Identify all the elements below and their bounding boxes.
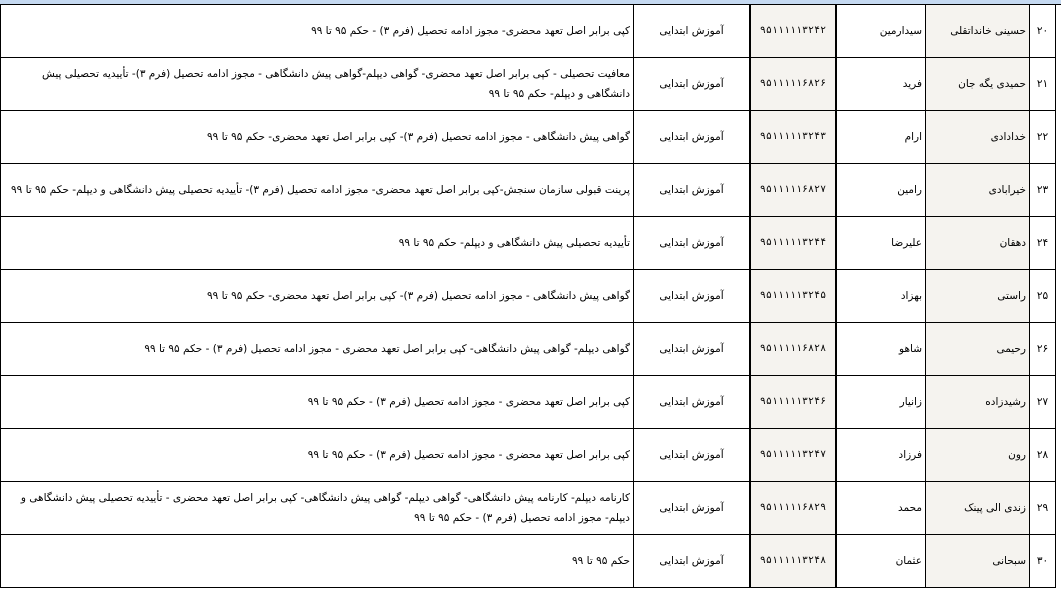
last-name-cell: رشیدزاده [925,375,1030,429]
last-name-cell: حمیدی یگه جان [925,57,1030,111]
student-id-cell: ۹۵۱۱۱۱۱۳۲۴۳ [749,110,837,164]
row-number: ۲۷ [1029,375,1056,429]
documents-cell: گواهی پیش دانشگاهی - مجوز ادامه تحصیل (ف… [0,269,634,323]
last-name-cell: خیرابادی [925,163,1030,217]
student-id-cell: ۹۵۱۱۱۱۱۶۸۲۸ [749,322,837,376]
last-name-cell: رحیمی [925,322,1030,376]
table-body: ۲۰ حسینی خانداتقلی سیدارمین ۹۵۱۱۱۱۱۳۲۴۲ آموز… [0,4,1056,588]
row-number: ۳۰ [1029,534,1056,588]
table-row: ۳۰ سبحانی عثمان ۹۵۱۱۱۱۱۳۲۴۸ آموزش ابتدایی حکم… [0,534,1056,588]
first-name-cell: زانیار [835,375,926,429]
student-id-cell: ۹۵۱۱۱۱۱۶۸۲۶ [749,57,837,111]
table-row: ۲۲ خدادادی ارام ۹۵۱۱۱۱۱۳۲۴۳ آموزش ابتدایی گوا… [0,110,1056,164]
documents-cell: گواهی پیش دانشگاهی - مجوز ادامه تحصیل (ف… [0,110,634,164]
documents-cell: حکم ۹۵ تا ۹۹ [0,534,634,588]
students-table: ۲۰ حسینی خانداتقلی سیدارمین ۹۵۱۱۱۱۱۳۲۴۲ آموز… [0,4,1056,588]
first-name-cell: فرید [835,57,926,111]
first-name-cell: شاهو [835,322,926,376]
documents-cell: کپی برابر اصل تعهد محضری - مجوز ادامه تح… [0,428,634,482]
student-id-cell: ۹۵۱۱۱۱۱۳۲۴۵ [749,269,837,323]
table-row: ۲۰ حسینی خانداتقلی سیدارمین ۹۵۱۱۱۱۱۳۲۴۲ آموز… [0,4,1056,58]
first-name-cell: ارام [835,110,926,164]
last-name-cell: حسینی خانداتقلی [925,4,1030,58]
row-number: ۲۱ [1029,57,1056,111]
student-id-cell: ۹۵۱۱۱۱۱۶۸۲۷ [749,163,837,217]
table-row: ۲۵ راستی بهزاد ۹۵۱۱۱۱۱۳۲۴۵ آموزش ابتدایی گواه… [0,269,1056,323]
first-name-cell: محمد [835,481,926,535]
table-row: ۲۳ خیرابادی رامین ۹۵۱۱۱۱۱۶۸۲۷ آموزش ابتدایی پ… [0,163,1056,217]
program-cell: آموزش ابتدایی [633,322,751,376]
program-cell: آموزش ابتدایی [633,57,751,111]
program-cell: آموزش ابتدایی [633,428,751,482]
student-id-cell: ۹۵۱۱۱۱۱۳۲۴۶ [749,375,837,429]
program-cell: آموزش ابتدایی [633,163,751,217]
row-number: ۲۵ [1029,269,1056,323]
table-row: ۲۸ رون فرزاد ۹۵۱۱۱۱۱۳۲۴۷ آموزش ابتدایی کپی بر… [0,428,1056,482]
documents-cell: تأییدیه تحصیلی پیش دانشگاهی و دیپلم- حکم… [0,216,634,270]
program-cell: آموزش ابتدایی [633,269,751,323]
program-cell: آموزش ابتدایی [633,110,751,164]
last-name-cell: زندی الی پینک [925,481,1030,535]
first-name-cell: فرزاد [835,428,926,482]
table-row: ۲۷ رشیدزاده زانیار ۹۵۱۱۱۱۱۳۲۴۶ آموزش ابتدایی… [0,375,1056,429]
documents-cell: پرینت قبولی سازمان سنجش-کپی برابر اصل تع… [0,163,634,217]
table-row: ۲۹ زندی الی پینک محمد ۹۵۱۱۱۱۱۶۸۲۹ آموزش ابتد… [0,481,1056,535]
program-cell: آموزش ابتدایی [633,481,751,535]
student-id-cell: ۹۵۱۱۱۱۱۳۲۴۲ [749,4,837,58]
program-cell: آموزش ابتدایی [633,4,751,58]
last-name-cell: خدادادی [925,110,1030,164]
program-cell: آموزش ابتدایی [633,216,751,270]
documents-cell: معافیت تحصیلی - کپی برابر اصل تعهد محضری… [0,57,634,111]
first-name-cell: سیدارمین [835,4,926,58]
row-number: ۲۶ [1029,322,1056,376]
documents-cell: گواهی دیپلم- گواهی پیش دانشگاهی- کپی برا… [0,322,634,376]
documents-cell: کارنامه دیپلم- کارنامه پیش دانشگاهی- گوا… [0,481,634,535]
last-name-cell: راستی [925,269,1030,323]
first-name-cell: علیرضا [835,216,926,270]
program-cell: آموزش ابتدایی [633,375,751,429]
student-id-cell: ۹۵۱۱۱۱۱۶۸۲۹ [749,481,837,535]
row-number: ۲۸ [1029,428,1056,482]
student-id-cell: ۹۵۱۱۱۱۱۳۲۴۴ [749,216,837,270]
last-name-cell: دهقان [925,216,1030,270]
last-name-cell: سبحانی [925,534,1030,588]
row-number: ۲۰ [1029,4,1056,58]
last-name-cell: رون [925,428,1030,482]
table-row: ۲۴ دهقان علیرضا ۹۵۱۱۱۱۱۳۲۴۴ آموزش ابتدایی تأی… [0,216,1056,270]
documents-cell: کپی برابر اصل تعهد محضری - مجوز ادامه تح… [0,375,634,429]
table-row: ۲۶ رحیمی شاهو ۹۵۱۱۱۱۱۶۸۲۸ آموزش ابتدایی گواهی… [0,322,1056,376]
student-id-cell: ۹۵۱۱۱۱۱۳۲۴۷ [749,428,837,482]
first-name-cell: بهزاد [835,269,926,323]
row-number: ۲۹ [1029,481,1056,535]
row-number: ۲۳ [1029,163,1056,217]
row-number: ۲۴ [1029,216,1056,270]
first-name-cell: عثمان [835,534,926,588]
program-cell: آموزش ابتدایی [633,534,751,588]
student-id-cell: ۹۵۱۱۱۱۱۳۲۴۸ [749,534,837,588]
documents-cell: کپی برابر اصل تعهد محضری- مجوز ادامه تحص… [0,4,634,58]
first-name-cell: رامین [835,163,926,217]
table-row: ۲۱ حمیدی یگه جان فرید ۹۵۱۱۱۱۱۶۸۲۶ آموزش ابتد… [0,57,1056,111]
row-number: ۲۲ [1029,110,1056,164]
